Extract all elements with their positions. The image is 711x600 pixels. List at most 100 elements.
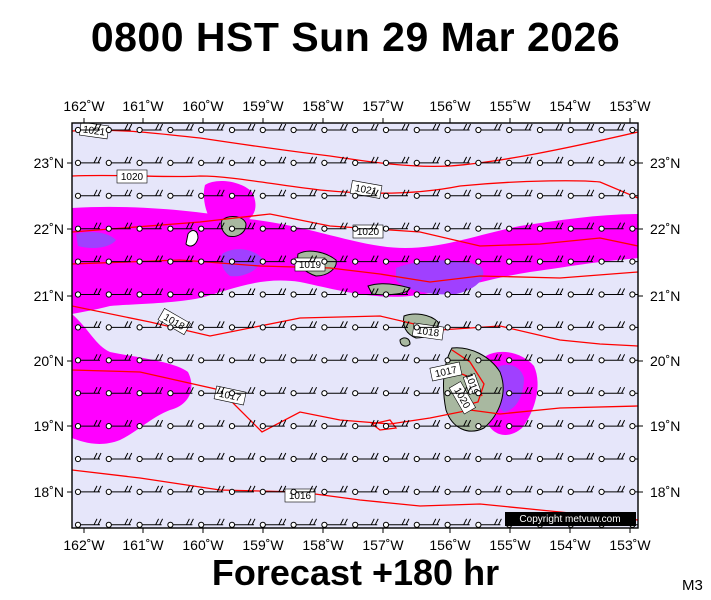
isobar-label: 1018 xyxy=(416,326,440,340)
wind-barb xyxy=(352,518,379,528)
wind-barb xyxy=(290,354,318,364)
lat-tick-label: 20˚N xyxy=(650,353,680,369)
lon-tick-label: 158˚W xyxy=(302,98,344,114)
wind-barb xyxy=(105,354,133,364)
wind-barb xyxy=(352,189,379,199)
wind-barb xyxy=(567,485,595,495)
wind-barb xyxy=(74,321,102,331)
wind-barb xyxy=(382,354,410,364)
wind-barb xyxy=(105,123,133,134)
wind-barb xyxy=(629,488,638,495)
lon-tick-label: 160˚W xyxy=(182,537,224,553)
wind-barb xyxy=(475,288,502,298)
wind-barb xyxy=(259,255,287,265)
wind-barb xyxy=(167,354,194,364)
wind-barb xyxy=(536,123,564,134)
wind-barb xyxy=(352,156,379,166)
lon-tick-label: 161˚W xyxy=(122,537,164,553)
wind-barb xyxy=(136,222,164,232)
wind-barb xyxy=(228,222,256,232)
wind-barb xyxy=(413,321,441,331)
wind-barb xyxy=(228,123,256,134)
lat-tick-label: 23˚N xyxy=(34,155,64,171)
wind-barb xyxy=(105,452,133,463)
wind-barb xyxy=(136,485,164,495)
wind-barb xyxy=(444,156,472,166)
lat-tick-label: 19˚N xyxy=(34,418,64,434)
wind-barb xyxy=(167,386,194,397)
wind-barb xyxy=(198,452,225,463)
wind-barb xyxy=(506,354,533,364)
wind-barb xyxy=(259,189,287,199)
wind-barb xyxy=(290,255,318,265)
wind-barb xyxy=(382,452,410,463)
wind-barb xyxy=(506,156,533,166)
wind-barb xyxy=(136,123,164,134)
lat-labels-left: 23˚N 22˚N 21˚N 20˚N 19˚N 18˚N xyxy=(34,155,64,500)
wind-barb xyxy=(228,452,256,463)
wind-barb xyxy=(198,354,225,364)
wind-barb xyxy=(105,419,133,430)
wind-barb xyxy=(74,452,102,463)
wind-barb xyxy=(506,321,533,331)
wind-barb xyxy=(598,452,626,463)
wind-barb xyxy=(259,419,287,430)
wind-barb xyxy=(259,485,287,495)
wind-barb xyxy=(74,288,102,298)
wind-barb xyxy=(259,123,287,134)
lat-tick-label: 19˚N xyxy=(650,418,680,434)
wind-barb xyxy=(228,386,256,397)
wind-barb xyxy=(74,189,102,199)
wind-barb xyxy=(567,222,595,232)
wind-barb xyxy=(136,288,164,298)
wind-barb xyxy=(567,354,595,364)
wind-barb xyxy=(105,189,133,199)
wind-barb xyxy=(259,156,287,166)
wind-barb xyxy=(105,255,133,265)
wind-barb xyxy=(321,452,348,463)
wind-barb xyxy=(598,485,626,495)
lon-tick-label: 155˚W xyxy=(489,98,531,114)
wind-barb xyxy=(198,123,225,134)
wind-barb xyxy=(382,189,410,199)
wind-barb xyxy=(136,419,164,430)
wind-barb xyxy=(629,423,638,430)
wind-barb xyxy=(228,321,256,331)
wind-barb xyxy=(259,354,287,364)
wind-barb xyxy=(506,255,533,265)
wind-barb xyxy=(598,321,626,331)
wind-barb xyxy=(259,321,287,331)
wind-barb xyxy=(136,354,164,364)
wind-barb xyxy=(321,123,348,134)
wind-barb xyxy=(536,288,564,298)
wind-barb xyxy=(506,419,533,430)
wind-barb xyxy=(198,288,225,298)
isobar-label: 1021 xyxy=(82,125,106,139)
wind-barb xyxy=(290,156,318,166)
wind-barb xyxy=(536,321,564,331)
wind-barb xyxy=(74,518,102,528)
lat-tick-label: 23˚N xyxy=(650,155,680,171)
wind-barb xyxy=(74,255,102,265)
wind-barb xyxy=(382,222,410,232)
wind-barb xyxy=(475,123,502,134)
wind-barb xyxy=(321,222,348,232)
wind-barb xyxy=(629,291,638,298)
wind-barb xyxy=(382,288,410,298)
wind-barb xyxy=(598,123,626,134)
lon-tick-label: 162˚W xyxy=(63,98,105,114)
lon-tick-label: 157˚W xyxy=(362,537,404,553)
wind-barb xyxy=(475,354,502,364)
lat-tick-label: 18˚N xyxy=(650,484,680,500)
copyright-box xyxy=(505,512,636,526)
lon-tick-label: 156˚W xyxy=(429,98,471,114)
wind-barb xyxy=(321,321,348,331)
wind-barb xyxy=(506,222,533,232)
wind-barb xyxy=(228,156,256,166)
wind-barb xyxy=(321,485,348,495)
wind-barb xyxy=(352,222,379,232)
wind-barb xyxy=(136,321,164,331)
wind-barb xyxy=(536,485,564,495)
wind-barb xyxy=(475,386,502,397)
wind-barb xyxy=(444,485,472,495)
